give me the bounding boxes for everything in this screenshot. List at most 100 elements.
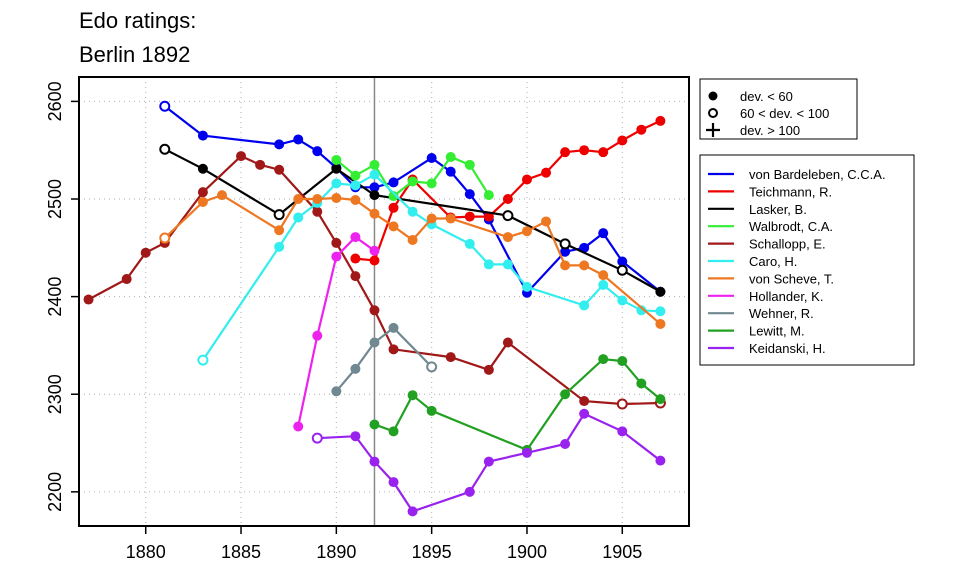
x-tick-label: 1895: [412, 542, 452, 562]
series-7: [293, 232, 380, 432]
data-point: [483, 364, 494, 375]
series-10: [311, 408, 666, 517]
x-tick-label: 1900: [507, 542, 547, 562]
data-point: [502, 232, 513, 243]
y-tick-label: 2600: [45, 81, 65, 121]
y-axis: 2200 2300 2400 2500 2600: [45, 81, 79, 512]
data-point: [121, 274, 132, 285]
data-point: [464, 159, 475, 170]
data-point: [407, 390, 418, 401]
y-tick-label: 2300: [45, 374, 65, 414]
plus-icon: [706, 123, 720, 137]
data-point: [312, 146, 323, 157]
data-point: [598, 279, 609, 290]
data-point: [274, 241, 285, 252]
legend-label: Walbrodt, C.A.: [749, 219, 833, 234]
data-point: [636, 305, 647, 316]
data-point-open: [616, 264, 628, 276]
data-point: [483, 456, 494, 467]
data-point: [579, 300, 590, 311]
data-point: [521, 447, 532, 458]
marker-legend-label: dev. < 60: [740, 89, 793, 104]
data-point: [617, 135, 628, 146]
data-point: [655, 286, 666, 297]
data-point: [521, 174, 532, 185]
marker-legend-label: 60 < dev. < 100: [740, 106, 829, 121]
data-point: [369, 337, 380, 348]
data-point: [350, 194, 361, 205]
data-point: [426, 405, 437, 416]
data-point: [636, 378, 647, 389]
series-5: [197, 169, 666, 366]
legend-label: Lewitt, M.: [749, 324, 805, 339]
data-point: [350, 431, 361, 442]
data-point: [350, 271, 361, 282]
x-tick-label: 1885: [221, 542, 261, 562]
data-point: [369, 456, 380, 467]
data-point: [350, 180, 361, 191]
data-point: [579, 408, 590, 419]
data-point: [388, 322, 399, 333]
data-point: [388, 426, 399, 437]
data-point: [331, 193, 342, 204]
data-point: [617, 356, 628, 367]
data-point: [464, 211, 475, 222]
data-point: [502, 259, 513, 270]
chart-title-line-1: Edo ratings:: [79, 8, 196, 33]
marker-legend: dev. < 60 60 < dev. < 100 dev. > 100: [699, 78, 858, 140]
data-point: [216, 190, 227, 201]
series-2: [159, 143, 666, 297]
x-tick-label: 1890: [316, 542, 356, 562]
data-point: [579, 260, 590, 271]
data-point: [274, 164, 285, 175]
data-point: [636, 124, 647, 135]
data-point-open: [559, 238, 571, 250]
data-point: [388, 221, 399, 232]
data-point: [293, 134, 304, 145]
plot-frame: [78, 76, 690, 527]
series-line: [164, 193, 662, 325]
data-point: [655, 115, 666, 126]
data-point: [369, 245, 380, 256]
data-point-open: [426, 361, 438, 373]
series-line: [374, 357, 662, 452]
data-point: [369, 159, 380, 170]
data-point: [655, 318, 666, 329]
data-point: [598, 354, 609, 365]
data-point: [331, 237, 342, 248]
data-point: [407, 176, 418, 187]
data-point: [655, 306, 666, 317]
data-point: [579, 242, 590, 253]
data-point: [483, 259, 494, 270]
y-tick-label: 2500: [45, 179, 65, 219]
data-point: [312, 206, 323, 217]
x-tick-label: 1880: [126, 542, 166, 562]
legend-label: Keidanski, H.: [749, 341, 826, 356]
data-point: [617, 426, 628, 437]
data-point: [312, 194, 323, 205]
data-point: [350, 363, 361, 374]
data-point: [445, 152, 456, 163]
data-point: [407, 235, 418, 246]
series-legend-box: [699, 154, 915, 366]
data-point: [445, 166, 456, 177]
data-point: [617, 295, 628, 306]
data-point: [483, 190, 494, 201]
data-point: [388, 477, 399, 488]
data-point: [388, 202, 399, 213]
data-point: [369, 169, 380, 180]
data-point: [293, 194, 304, 205]
filled-circle-icon: [708, 91, 718, 101]
data-point: [560, 246, 571, 257]
data-point: [197, 187, 208, 198]
data-point: [560, 439, 571, 450]
data-point: [140, 247, 151, 258]
data-point: [197, 163, 208, 174]
series-layer: [83, 100, 666, 517]
data-point: [521, 281, 532, 292]
data-point: [369, 305, 380, 316]
marker-legend-label: dev. > 100: [740, 123, 800, 138]
data-point: [197, 130, 208, 141]
data-point: [197, 196, 208, 207]
